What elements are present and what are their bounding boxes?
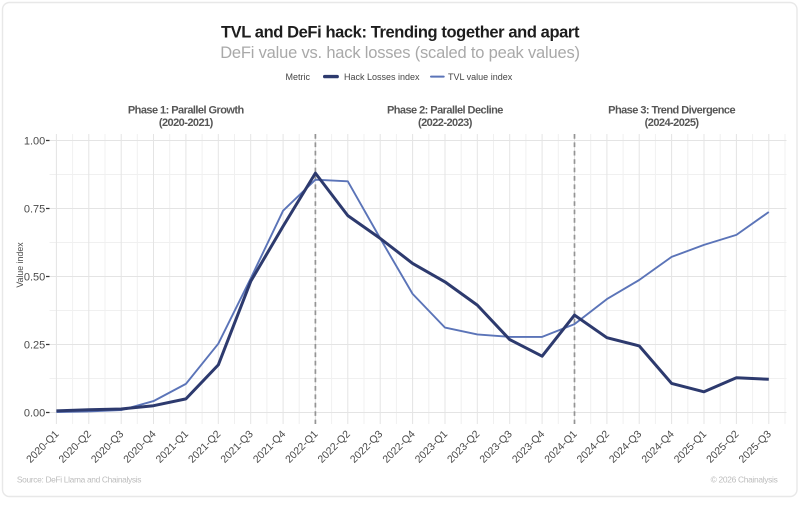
- svg-text:(2022-2023): (2022-2023): [418, 117, 473, 129]
- svg-text:(2024-2025): (2024-2025): [645, 117, 700, 129]
- svg-text:1.00: 1.00: [24, 135, 45, 147]
- svg-text:Source: DeFi Llama and Chainal: Source: DeFi Llama and Chainalysis: [17, 474, 141, 484]
- svg-text:Hack Losses index: Hack Losses index: [344, 72, 420, 82]
- svg-text:0.25: 0.25: [24, 339, 45, 351]
- svg-text:TVL and DeFi hack: Trending to: TVL and DeFi hack: Trending together and…: [221, 23, 580, 41]
- svg-text:(2020-2021): (2020-2021): [159, 117, 214, 129]
- svg-text:Phase 2: Parallel Decline: Phase 2: Parallel Decline: [387, 105, 503, 117]
- svg-text:0.75: 0.75: [24, 203, 45, 215]
- svg-text:0.50: 0.50: [24, 271, 45, 283]
- svg-text:DeFi value vs. hack losses (sc: DeFi value vs. hack losses (scaled to pe…: [220, 44, 580, 62]
- svg-text:Phase 1: Parallel Growth: Phase 1: Parallel Growth: [128, 105, 245, 117]
- svg-text:TVL value index: TVL value index: [448, 72, 513, 82]
- svg-text:0.00: 0.00: [24, 407, 45, 419]
- svg-text:Phase 3: Trend Divergence: Phase 3: Trend Divergence: [608, 105, 735, 117]
- svg-text:Metric: Metric: [286, 72, 311, 82]
- svg-text:© 2026 Chainalysis: © 2026 Chainalysis: [711, 474, 778, 484]
- svg-text:Value index: Value index: [15, 242, 25, 288]
